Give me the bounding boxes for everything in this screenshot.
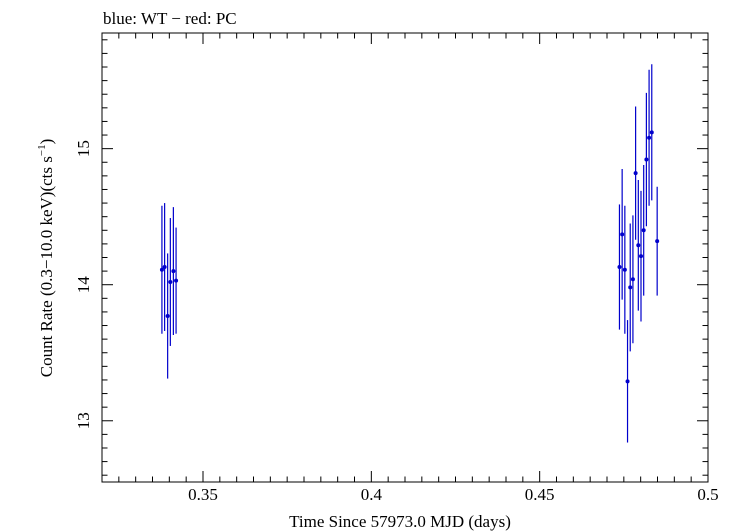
data-point xyxy=(644,157,649,162)
y-axis-label-exponent: −1 xyxy=(36,144,48,156)
y-axis-label-main: Count Rate (0.3−10.0 keV)(cts s xyxy=(37,156,56,377)
data-point xyxy=(617,265,622,270)
y-tick-label: 13 xyxy=(74,412,93,429)
plot-frame xyxy=(101,32,709,483)
data-point xyxy=(628,285,633,290)
data-point xyxy=(174,278,179,283)
x-tick-label: 0.35 xyxy=(188,485,218,504)
y-axis-label: Count Rate (0.3−10.0 keV)(cts s−1) xyxy=(36,139,56,378)
y-tick-label: 15 xyxy=(74,140,93,157)
x-tick-label: 0.4 xyxy=(361,485,383,504)
x-axis-label: Time Since 57973.0 MJD (days) xyxy=(289,512,511,531)
x-tick-labels: 0.35 0.4 0.45 0.5 xyxy=(188,485,719,504)
data-point xyxy=(162,265,167,270)
y-tick-labels: 13 14 15 xyxy=(74,140,93,429)
x-tick-label: 0.5 xyxy=(697,485,718,504)
data-point xyxy=(639,254,644,259)
x-tick-label: 0.45 xyxy=(525,485,555,504)
data-point xyxy=(655,239,660,244)
data-point xyxy=(622,267,627,272)
data-points xyxy=(159,64,660,443)
data-point xyxy=(620,232,625,237)
data-point xyxy=(647,135,652,140)
data-point xyxy=(168,279,173,284)
data-point xyxy=(625,379,630,384)
data-point xyxy=(165,314,170,319)
chart-title: blue: WT − red: PC xyxy=(103,9,237,28)
data-point xyxy=(636,243,641,248)
data-point xyxy=(641,228,646,233)
data-point xyxy=(649,130,654,135)
y-tick-label: 14 xyxy=(74,276,93,294)
data-point xyxy=(630,277,635,282)
axis-ticks xyxy=(101,33,709,482)
data-point xyxy=(171,269,176,274)
data-point xyxy=(633,171,638,176)
y-axis-label-close: ) xyxy=(37,139,56,145)
data-point xyxy=(159,267,164,272)
